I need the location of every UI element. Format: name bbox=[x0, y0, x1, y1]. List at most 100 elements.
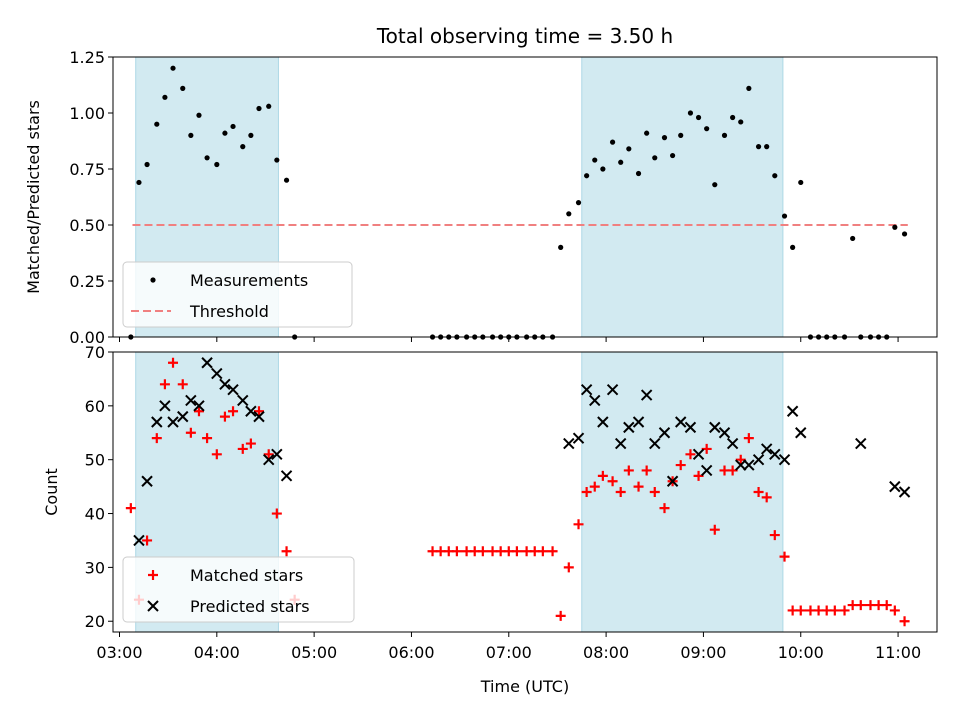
x-tick-label: 05:00 bbox=[291, 643, 337, 662]
predicted-star-point bbox=[760, 443, 773, 455]
predicted-star-point bbox=[709, 421, 721, 434]
predicted-star-point bbox=[769, 448, 781, 461]
predicted-star-point bbox=[227, 383, 239, 396]
matched-star-point bbox=[701, 443, 712, 454]
matched-star-point bbox=[685, 449, 696, 460]
matched-star-point bbox=[899, 616, 910, 627]
y-tick-label: 50 bbox=[85, 451, 105, 470]
x-tick-label: 04:00 bbox=[194, 643, 240, 662]
predicted-star-point bbox=[219, 378, 231, 391]
legend-marker-matched bbox=[148, 570, 158, 580]
top-panel: 0.00 0.25 0.50 0.75 1.00 1.25 Matched/Predicte… bbox=[24, 48, 938, 347]
predicted-star-point bbox=[786, 405, 799, 417]
matched-star-point bbox=[202, 433, 213, 444]
matched-star-point bbox=[451, 546, 462, 557]
measurement-point bbox=[798, 179, 804, 186]
measurement-point bbox=[850, 235, 856, 242]
matched-star-point bbox=[193, 406, 204, 417]
matched-star-point bbox=[573, 519, 584, 530]
matched-star-point bbox=[177, 379, 188, 390]
predicted-star-point bbox=[735, 459, 747, 471]
measurement-point bbox=[222, 130, 228, 136]
measurement-point bbox=[162, 94, 168, 100]
legend-label: Predicted stars bbox=[190, 597, 310, 616]
legend-label: Measurements bbox=[190, 271, 308, 290]
measurement-point bbox=[584, 173, 590, 179]
axes-frame bbox=[112, 351, 938, 633]
matched-star-point bbox=[142, 535, 153, 546]
predicted-star-point bbox=[211, 367, 223, 380]
matched-star-point bbox=[829, 605, 840, 616]
y-axis-label: Count bbox=[42, 468, 61, 516]
predicted-star-point bbox=[280, 470, 293, 482]
x-tick-label: 03:00 bbox=[96, 643, 142, 662]
measurement-point bbox=[712, 182, 718, 188]
legend-box bbox=[122, 261, 353, 328]
matched-star-point bbox=[889, 605, 900, 616]
measurement-point bbox=[266, 103, 272, 109]
matched-star-point bbox=[211, 449, 222, 460]
predicted-star-point bbox=[597, 416, 609, 428]
predicted-star-point bbox=[640, 389, 653, 401]
matched-star-point bbox=[271, 508, 282, 519]
predicted-star-point bbox=[245, 405, 257, 417]
x-tick-label: 08:00 bbox=[583, 643, 629, 662]
predicted-star-point bbox=[684, 421, 697, 434]
matched-star-point bbox=[881, 600, 892, 611]
measurement-point bbox=[730, 114, 736, 121]
predicted-star-point bbox=[167, 416, 179, 428]
matched-star-point bbox=[675, 460, 686, 471]
measurement-point bbox=[661, 135, 668, 141]
measurement-point bbox=[256, 105, 262, 112]
measurement-point bbox=[738, 119, 744, 125]
measurement-point bbox=[154, 121, 160, 127]
matched-star-point bbox=[597, 470, 608, 481]
predicted-star-point bbox=[141, 475, 153, 487]
axes-frame bbox=[112, 56, 938, 338]
measurement-point bbox=[575, 200, 582, 206]
x-tick-label: 06:00 bbox=[388, 643, 434, 662]
measurement-point bbox=[214, 161, 220, 168]
x-tick-label: 11:00 bbox=[875, 643, 921, 662]
matched-star-point bbox=[547, 546, 558, 557]
predicted-star-point bbox=[889, 480, 901, 493]
matched-star-point bbox=[779, 551, 790, 562]
predicted-star-point bbox=[632, 416, 645, 428]
predicted-star-point bbox=[193, 400, 205, 412]
matched-star-point bbox=[709, 524, 720, 535]
predicted-star-point bbox=[201, 357, 213, 369]
matched-star-point bbox=[168, 357, 179, 368]
predicted-star-point bbox=[572, 432, 585, 444]
measurement-point bbox=[566, 211, 572, 217]
predicted-star-point bbox=[623, 421, 635, 434]
measurement-point bbox=[144, 161, 150, 168]
predicted-star-point bbox=[177, 410, 189, 423]
legend-label: Matched stars bbox=[190, 566, 303, 585]
measurement-point bbox=[678, 132, 684, 138]
predicted-star-point bbox=[253, 410, 265, 423]
predicted-star-point bbox=[743, 459, 755, 471]
predicted-star-point bbox=[692, 448, 705, 461]
chart-title: Total observing time = 3.50 h bbox=[376, 24, 673, 48]
bottom-panel: 20 30 40 50 60 70 03:00 04:00 05:00 06:00 07:00 08:… bbox=[42, 343, 938, 696]
measurement-point bbox=[230, 123, 236, 130]
predicted-star-point bbox=[133, 534, 145, 547]
measurement-point bbox=[136, 179, 142, 186]
matched-star-point bbox=[795, 605, 806, 616]
matched-star-point bbox=[563, 562, 574, 573]
matched-star-point bbox=[753, 487, 764, 497]
matched-star-point bbox=[735, 454, 746, 465]
predicted-star-point bbox=[263, 453, 275, 466]
matched-star-point bbox=[623, 465, 634, 476]
y-tick-label: 60 bbox=[85, 397, 105, 416]
matched-star-point bbox=[641, 465, 652, 476]
measurement-point bbox=[618, 159, 624, 165]
matched-star-point bbox=[607, 476, 618, 487]
legend-label: Threshold bbox=[189, 302, 269, 321]
measurement-point bbox=[704, 126, 710, 132]
x-tick-label: 10:00 bbox=[778, 643, 824, 662]
y-tick-label: 0.75 bbox=[69, 160, 105, 179]
matched-star-point bbox=[743, 433, 754, 444]
predicted-star-point bbox=[649, 437, 661, 450]
predicted-star-point bbox=[675, 416, 687, 428]
